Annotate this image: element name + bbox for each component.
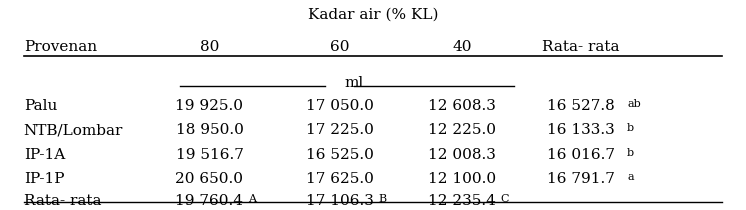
Text: 18 950.0: 18 950.0 bbox=[175, 123, 243, 137]
Text: Rata- rata: Rata- rata bbox=[24, 194, 101, 208]
Text: 20 650.0: 20 650.0 bbox=[175, 172, 243, 186]
Text: 40: 40 bbox=[452, 40, 472, 54]
Text: 12 008.3: 12 008.3 bbox=[428, 147, 496, 161]
Text: 17 050.0: 17 050.0 bbox=[306, 99, 374, 113]
Text: A: A bbox=[248, 194, 256, 204]
Text: a: a bbox=[627, 172, 634, 182]
Text: 16 527.8: 16 527.8 bbox=[548, 99, 615, 113]
Text: 16 791.7: 16 791.7 bbox=[547, 172, 615, 186]
Text: IP-1A: IP-1A bbox=[24, 147, 65, 161]
Text: 16 016.7: 16 016.7 bbox=[547, 147, 615, 161]
Text: Provenan: Provenan bbox=[24, 40, 97, 54]
Text: 17 106.3: 17 106.3 bbox=[306, 194, 374, 208]
Text: Kadar air (% KL): Kadar air (% KL) bbox=[308, 7, 438, 21]
Text: 16 133.3: 16 133.3 bbox=[548, 123, 615, 137]
Text: 19 925.0: 19 925.0 bbox=[175, 99, 243, 113]
Text: 16 525.0: 16 525.0 bbox=[306, 147, 374, 161]
Text: 17 625.0: 17 625.0 bbox=[306, 172, 374, 186]
Text: ab: ab bbox=[627, 99, 641, 109]
Text: 80: 80 bbox=[200, 40, 219, 54]
Text: 19 516.7: 19 516.7 bbox=[175, 147, 243, 161]
Text: 17 225.0: 17 225.0 bbox=[306, 123, 374, 137]
Text: Rata- rata: Rata- rata bbox=[542, 40, 620, 54]
Text: IP-1P: IP-1P bbox=[24, 172, 64, 186]
Text: b: b bbox=[627, 123, 634, 133]
Text: 12 235.4: 12 235.4 bbox=[428, 194, 496, 208]
Text: 12 100.0: 12 100.0 bbox=[428, 172, 496, 186]
Text: B: B bbox=[378, 194, 386, 204]
Text: ml: ml bbox=[345, 76, 364, 90]
Text: 19 760.4: 19 760.4 bbox=[175, 194, 243, 208]
Text: 12 225.0: 12 225.0 bbox=[428, 123, 496, 137]
Text: 12 608.3: 12 608.3 bbox=[428, 99, 496, 113]
Text: 60: 60 bbox=[330, 40, 349, 54]
Text: Palu: Palu bbox=[24, 99, 57, 113]
Text: b: b bbox=[627, 147, 634, 158]
Text: C: C bbox=[501, 194, 510, 204]
Text: NTB/Lombar: NTB/Lombar bbox=[24, 123, 123, 137]
